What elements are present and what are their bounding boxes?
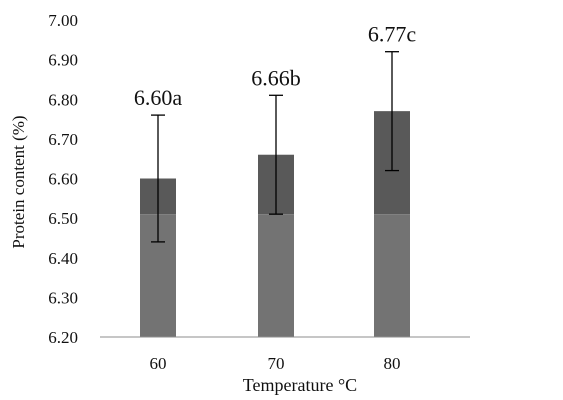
y-tick-label: 6.30: [48, 288, 78, 307]
bar-lower-segment: [258, 214, 294, 337]
y-tick-label: 7.00: [48, 11, 78, 30]
y-tick-label: 6.70: [48, 130, 78, 149]
x-tick-label: 70: [268, 354, 285, 373]
y-tick-label: 6.40: [48, 249, 78, 268]
y-axis-ticks: 6.20 6.30 6.40 6.50 6.60 6.70 6.80 6.90 7.00: [48, 11, 78, 347]
error-bar: [269, 94, 283, 215]
error-bars: [151, 51, 399, 243]
y-axis-label: Protein content (%): [9, 115, 28, 248]
data-label: 6.60a: [134, 85, 183, 110]
error-bar: [385, 51, 399, 172]
error-bar: [151, 114, 165, 243]
bar: [258, 154, 294, 337]
y-tick-label: 6.20: [48, 328, 78, 347]
bar-lower-segment: [374, 214, 410, 337]
x-axis-ticks: 60 70 80: [150, 354, 401, 373]
x-axis-label: Temperature °C: [243, 375, 357, 395]
y-tick-label: 6.90: [48, 51, 78, 70]
y-tick-label: 6.80: [48, 90, 78, 109]
data-labels: 6.60a 6.66b 6.77c: [134, 22, 417, 110]
bars: [140, 111, 410, 337]
y-tick-label: 6.50: [48, 209, 78, 228]
x-tick-label: 60: [150, 354, 167, 373]
y-tick-label: 6.60: [48, 170, 78, 189]
data-label: 6.66b: [251, 65, 301, 90]
data-label: 6.77c: [368, 22, 417, 47]
x-tick-label: 80: [384, 354, 401, 373]
